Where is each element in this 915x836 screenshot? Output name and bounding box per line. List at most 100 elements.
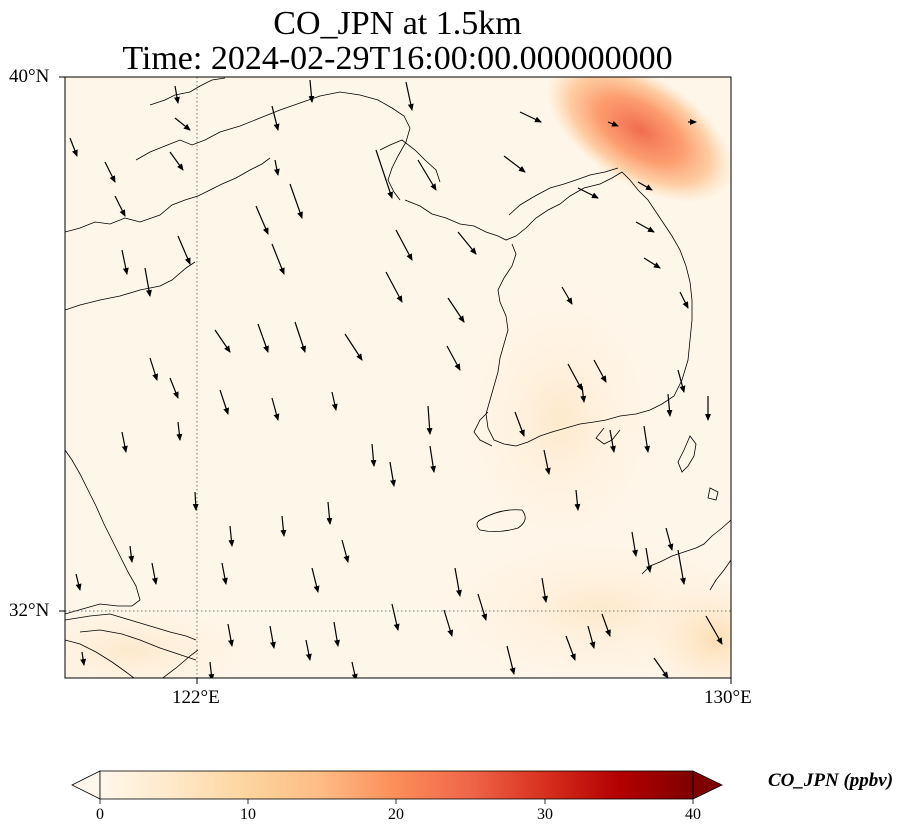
wind-arrow xyxy=(677,369,686,393)
wind-arrow xyxy=(543,449,551,475)
gridlines xyxy=(65,77,731,678)
wind-arrow xyxy=(643,425,651,453)
wind-arrow xyxy=(631,531,638,557)
wind-arrow xyxy=(389,461,396,487)
wind-arrow xyxy=(208,661,215,678)
wind-arrow xyxy=(144,267,152,297)
wind-arrow xyxy=(443,609,454,637)
wind-arrow xyxy=(121,249,129,275)
wind-arrow xyxy=(308,79,315,103)
wind-arrow xyxy=(255,205,269,235)
lat-label-32n: 32°N xyxy=(9,600,50,621)
lat-label-40n: 40°N xyxy=(9,66,50,87)
plot-title-line2: Time: 2024-02-29T16:00:00.000000000 xyxy=(122,40,673,77)
colorbar-title: CO_JPN (ppbv) xyxy=(768,770,894,791)
colorbar-tick-label-20: 20 xyxy=(388,806,404,823)
wind-arrow xyxy=(344,333,363,361)
wind-arrow xyxy=(228,525,235,547)
wind-arrow xyxy=(375,149,393,199)
lon-label-122e: 122°E xyxy=(172,687,220,708)
coastlines xyxy=(65,77,731,678)
wind-arrow xyxy=(561,286,573,305)
wind-arrow xyxy=(271,397,280,421)
wind-arrow xyxy=(121,431,128,453)
wind-arrow xyxy=(192,491,199,511)
wind-arrow xyxy=(269,625,276,649)
wind-arrow xyxy=(174,117,191,131)
wind-arrow xyxy=(506,645,516,675)
colorbar-ticks xyxy=(99,799,694,804)
wind-arrow xyxy=(587,625,596,649)
wind-arrow xyxy=(326,501,333,525)
wind-arrow xyxy=(653,657,669,678)
wind-arrow xyxy=(385,271,403,303)
wind-arrow xyxy=(457,231,477,255)
colorbar-tick-label-10: 10 xyxy=(240,806,256,823)
wind-arrow xyxy=(635,221,655,233)
wind-arrow xyxy=(305,639,312,661)
wind-arrow xyxy=(227,623,234,647)
wind-arrow xyxy=(567,363,583,391)
wind-arrow xyxy=(271,243,285,275)
wind-arrow xyxy=(645,547,652,573)
wind-arrow xyxy=(643,257,661,269)
wind-arrow xyxy=(169,151,184,171)
wind-arrow xyxy=(405,81,414,111)
wind-arrow xyxy=(80,651,87,666)
wind-arrow xyxy=(574,489,581,511)
wind-arrow xyxy=(128,545,135,563)
colorbar-extend-max xyxy=(692,770,723,800)
co-plume xyxy=(546,77,731,203)
wind-arrow xyxy=(149,357,159,381)
wind-arrow xyxy=(601,613,611,637)
wind-arrow xyxy=(271,105,280,131)
wind-arrow xyxy=(395,229,413,261)
wind-arrow xyxy=(447,297,465,323)
wind-arrow xyxy=(705,615,723,645)
wind-arrow xyxy=(665,527,674,551)
wind-arrow xyxy=(426,405,433,435)
co-haze-southwest xyxy=(65,590,280,678)
wind-vectors xyxy=(69,79,723,678)
colorbar-tick-label-40: 40 xyxy=(685,806,701,823)
wind-arrow xyxy=(280,515,287,537)
colorbar-tick-label-30: 30 xyxy=(537,806,553,823)
wind-arrow xyxy=(69,137,78,157)
plot-title-line1: CO_JPN at 1.5km xyxy=(273,5,522,42)
map-frame xyxy=(64,76,732,679)
wind-arrow xyxy=(514,411,525,437)
wind-arrow xyxy=(370,443,377,467)
wind-arrow xyxy=(177,235,191,265)
wind-arrow xyxy=(477,593,488,621)
wind-arrow xyxy=(151,562,158,585)
wind-arrow xyxy=(580,385,587,403)
wind-arrow xyxy=(351,661,358,678)
lon-label-130e: 130°E xyxy=(704,687,752,708)
wind-arrow xyxy=(104,161,116,183)
wind-arrow xyxy=(289,183,303,219)
wind-arrow xyxy=(294,321,306,353)
wind-arrow xyxy=(169,377,179,399)
wind-arrow xyxy=(311,567,320,593)
wind-arrow xyxy=(114,195,126,217)
wind-arrow xyxy=(257,323,269,353)
co-haze-korea xyxy=(440,260,680,580)
wind-arrow xyxy=(666,393,673,417)
wind-arrow xyxy=(273,159,280,176)
co-haze-southeast xyxy=(645,580,731,678)
colorbar-extend-min xyxy=(71,770,101,800)
colorbar-frame xyxy=(99,770,694,800)
wind-arrow xyxy=(519,111,542,123)
wind-arrow xyxy=(454,567,462,597)
colorbar-tick-label-0: 0 xyxy=(96,806,104,823)
wind-arrow xyxy=(219,389,229,415)
wind-arrow xyxy=(417,159,437,191)
colorbar-gradient xyxy=(100,771,693,799)
wind-arrow xyxy=(75,573,82,591)
wind-arrow xyxy=(214,329,231,353)
wind-arrow xyxy=(331,391,338,411)
wind-arrow xyxy=(677,549,686,585)
wind-arrow xyxy=(609,429,616,453)
wind-arrow xyxy=(221,562,228,585)
